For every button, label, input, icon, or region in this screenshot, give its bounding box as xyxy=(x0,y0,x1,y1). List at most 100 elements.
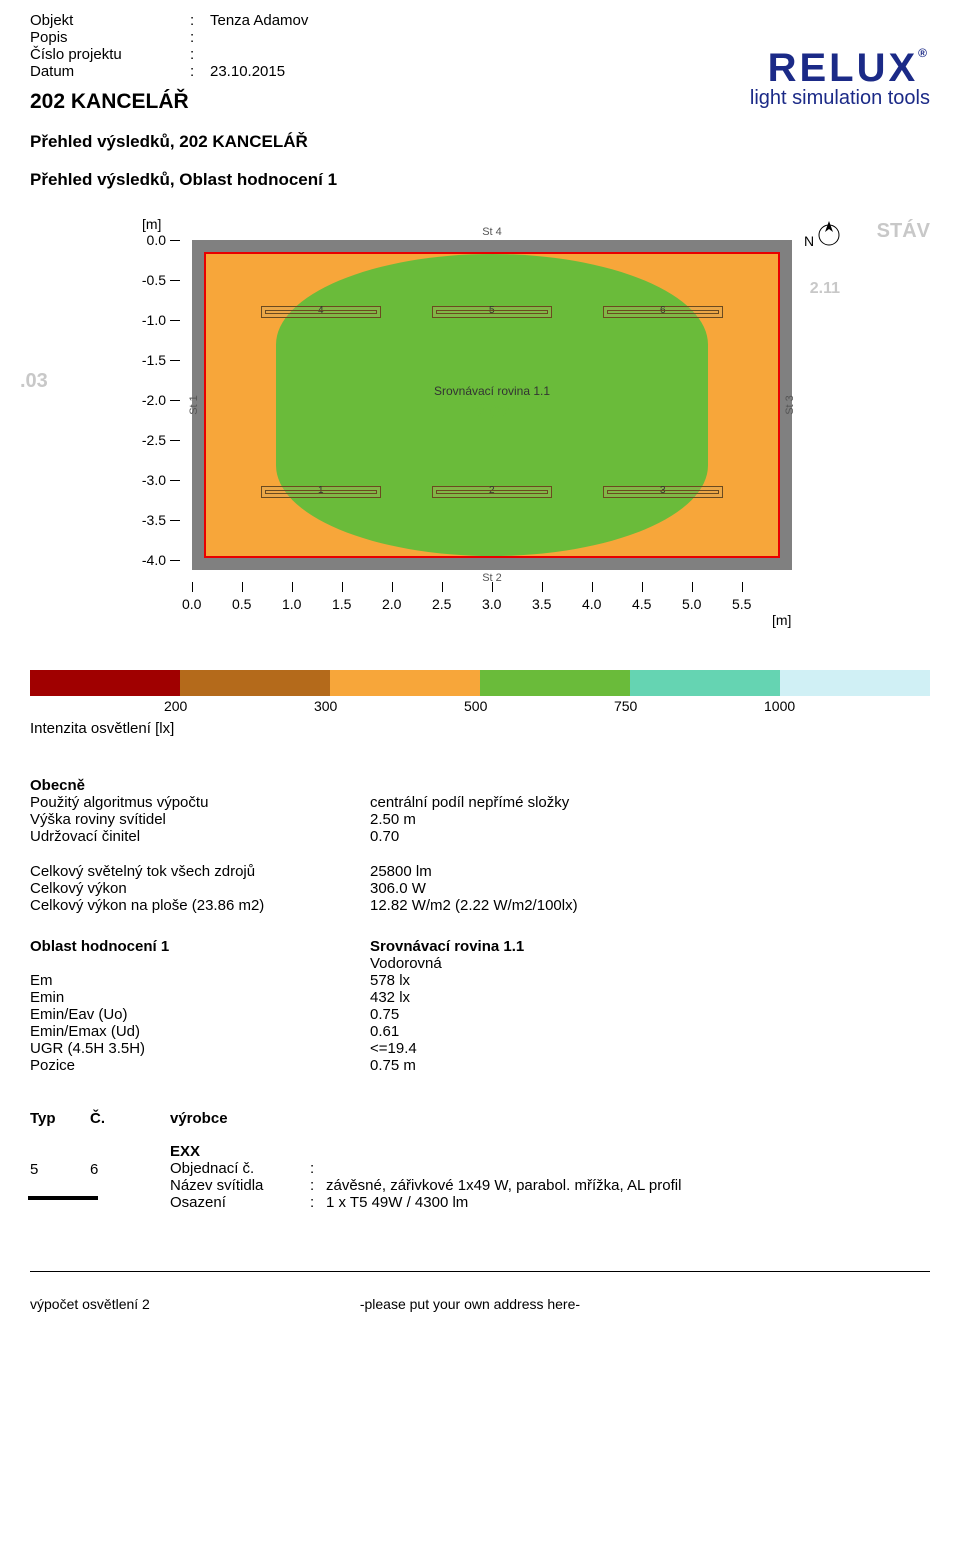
kv-row: Výška roviny svítidel2.50 m xyxy=(30,811,930,828)
ghost-text: 2.11 xyxy=(810,280,840,298)
typ-sub-row: Název svítidla:závěsné, zářivkové 1x49 W… xyxy=(170,1177,930,1194)
section-area: Oblast hodnocení 1Srovnávací rovina 1.1V… xyxy=(30,938,930,1074)
meta-block: Objekt : Tenza Adamov Popis : Číslo proj… xyxy=(30,12,337,190)
luminaire: 3 xyxy=(603,486,723,498)
kv-value: 0.70 xyxy=(370,828,930,845)
compass-n: N xyxy=(804,233,814,249)
typ-sub-value: závěsné, zářivkové 1x49 W, parabol. mříž… xyxy=(326,1177,681,1194)
x-unit: [m] xyxy=(772,612,791,628)
kv-key: Oblast hodnocení 1 xyxy=(30,938,370,955)
kv-key: Udržovací činitel xyxy=(30,828,370,845)
meta-row: Datum : 23.10.2015 xyxy=(30,63,337,80)
colon: : xyxy=(190,12,210,29)
typ-sub-row: Objednací č.: xyxy=(170,1160,930,1177)
typ-row: 5 6 EXX Objednací č.:Název svítidla:závě… xyxy=(30,1143,930,1211)
scale-caption: Intenzita osvětlení [lx] xyxy=(30,720,930,737)
logo-text: RELUX® xyxy=(750,46,930,91)
x-tick: 4.5 xyxy=(632,596,651,612)
st1-label: St 1 xyxy=(188,395,200,415)
kv-value: 12.82 W/m2 (2.22 W/m2/100lx) xyxy=(370,897,930,914)
typ-header: Typ Č. výrobce xyxy=(30,1110,930,1127)
kv-key: Em xyxy=(30,972,370,989)
color-segment xyxy=(330,670,480,696)
x-tick: 2.0 xyxy=(382,596,401,612)
kv-key: Pozice xyxy=(30,1057,370,1074)
subtitle-2: Přehled výsledků, Oblast hodnocení 1 xyxy=(30,170,337,190)
kv-key: Použitý algoritmus výpočtu xyxy=(30,794,370,811)
y-tick: -3.0 xyxy=(126,472,166,488)
y-tick: -2.5 xyxy=(126,432,166,448)
meta-row: Popis : xyxy=(30,29,337,46)
y-tick: -1.0 xyxy=(126,312,166,328)
typ-count2: 6 xyxy=(90,1143,170,1178)
kv-value: 306.0 W xyxy=(370,880,930,897)
x-tick: 4.0 xyxy=(582,596,601,612)
kv-row: Oblast hodnocení 1Srovnávací rovina 1.1 xyxy=(30,938,930,955)
color-segment xyxy=(780,670,930,696)
y-tick: -0.5 xyxy=(126,272,166,288)
typ-brand: EXX xyxy=(170,1143,930,1160)
subtitle-1: Přehled výsledků, 202 KANCELÁŘ xyxy=(30,132,337,152)
kv-key: Emin xyxy=(30,989,370,1006)
footer-mid: -please put your own address here- xyxy=(150,1296,790,1312)
kv-value: Vodorovná xyxy=(370,955,930,972)
footer: výpočet osvětlení 2 -please put your own… xyxy=(30,1296,930,1312)
st3-label: St 3 xyxy=(784,395,796,415)
kv-row: Pozice0.75 m xyxy=(30,1057,930,1074)
plan-inner: 4 5 6 1 2 3 Srovnávací rovina 1.1 2.02 xyxy=(206,254,778,556)
room-title: 202 KANCELÁŘ xyxy=(30,90,337,114)
x-tick: 2.5 xyxy=(432,596,451,612)
x-tick: 0.5 xyxy=(232,596,251,612)
luminaire: 6 xyxy=(603,306,723,318)
kv-value: 578 lx xyxy=(370,972,930,989)
x-tick: 1.0 xyxy=(282,596,301,612)
kv-key: Výška roviny svítidel xyxy=(30,811,370,828)
kv-key: Emin/Emax (Ud) xyxy=(30,1023,370,1040)
x-tick: 0.0 xyxy=(182,596,201,612)
meta-value: Tenza Adamov xyxy=(210,12,308,29)
typ-sub-row: Osazení:1 x T5 49W / 4300 lm xyxy=(170,1194,930,1211)
colon: : xyxy=(310,1194,326,1211)
kv-value: 2.50 m xyxy=(370,811,930,828)
general-heading: Obecně xyxy=(30,777,930,794)
color-segment xyxy=(30,670,180,696)
x-tick: 5.5 xyxy=(732,596,751,612)
scale-value: 200 xyxy=(164,698,187,714)
luminaire: 2 xyxy=(432,486,552,498)
scale-value: 1000 xyxy=(764,698,795,714)
kv-row: UGR (4.5H 3.5H)<=19.4 xyxy=(30,1040,930,1057)
colon: : xyxy=(190,63,210,80)
kv-row: Udržovací činitel0.70 xyxy=(30,828,930,845)
x-tick: 5.0 xyxy=(682,596,701,612)
kv-row: Celkový výkon na ploše (23.86 m2)12.82 W… xyxy=(30,897,930,914)
kv-value: 25800 lm xyxy=(370,863,930,880)
typ-h1: Typ xyxy=(30,1110,90,1127)
kv-key: Celkový světelný tok všech zdrojů xyxy=(30,863,370,880)
kv-value: 432 lx xyxy=(370,989,930,1006)
kv-row: Emin/Eav (Uo)0.75 xyxy=(30,1006,930,1023)
kv-row: Em578 lx xyxy=(30,972,930,989)
typ-details: EXX Objednací č.:Název svítidla:závěsné,… xyxy=(170,1143,930,1211)
compass-icon xyxy=(818,218,840,246)
kv-value: 0.75 xyxy=(370,1006,930,1023)
y-tick: 0.0 xyxy=(126,232,166,248)
typ-sub-key: Objednací č. xyxy=(170,1160,310,1177)
colon: : xyxy=(310,1177,326,1194)
kv-value: 0.75 m xyxy=(370,1057,930,1074)
section-general: Obecně Použitý algoritmus výpočtucentrál… xyxy=(30,777,930,914)
color-segment xyxy=(180,670,330,696)
plan-center: 2.02 xyxy=(474,402,509,423)
kv-key: Celkový výkon xyxy=(30,880,370,897)
colon: : xyxy=(190,46,210,63)
meta-row: Objekt : Tenza Adamov xyxy=(30,12,337,29)
y-tick: -2.0 xyxy=(126,392,166,408)
scale-value: 300 xyxy=(314,698,337,714)
meta-value: 23.10.2015 xyxy=(210,63,285,80)
y-tick: -3.5 xyxy=(126,512,166,528)
plan-label: Srovnávací rovina 1.1 xyxy=(434,384,550,398)
color-scale xyxy=(30,670,930,696)
kv-key: Celkový výkon na ploše (23.86 m2) xyxy=(30,897,370,914)
kv-value: centrální podíl nepřímé složky xyxy=(370,794,930,811)
kv-row: Celkový světelný tok všech zdrojů25800 l… xyxy=(30,863,930,880)
kv-row: Celkový výkon306.0 W xyxy=(30,880,930,897)
